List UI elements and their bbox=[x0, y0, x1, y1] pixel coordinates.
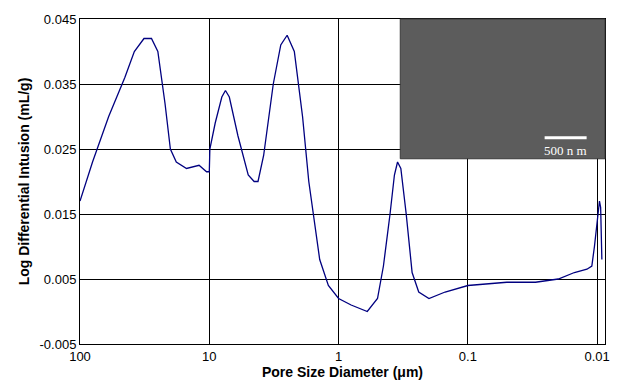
svg-text:0.005: 0.005 bbox=[44, 272, 77, 287]
svg-text:0.045: 0.045 bbox=[44, 12, 77, 27]
svg-text:0.01: 0.01 bbox=[585, 349, 610, 364]
svg-text:0.015: 0.015 bbox=[44, 207, 77, 222]
svg-text:Log Differential Intusion (mL/: Log Differential Intusion (mL/g) bbox=[16, 78, 32, 286]
svg-text:1: 1 bbox=[335, 349, 342, 364]
svg-text:10: 10 bbox=[202, 349, 216, 364]
svg-text:-0.005: -0.005 bbox=[40, 337, 77, 352]
svg-text:Pore Size Diameter (μm): Pore Size Diameter (μm) bbox=[262, 364, 423, 380]
svg-text:0.025: 0.025 bbox=[44, 142, 77, 157]
svg-text:0.1: 0.1 bbox=[459, 349, 477, 364]
svg-text:0.035: 0.035 bbox=[44, 77, 77, 92]
svg-text:100: 100 bbox=[69, 349, 91, 364]
svg-text:500 n m: 500 n m bbox=[544, 143, 587, 158]
